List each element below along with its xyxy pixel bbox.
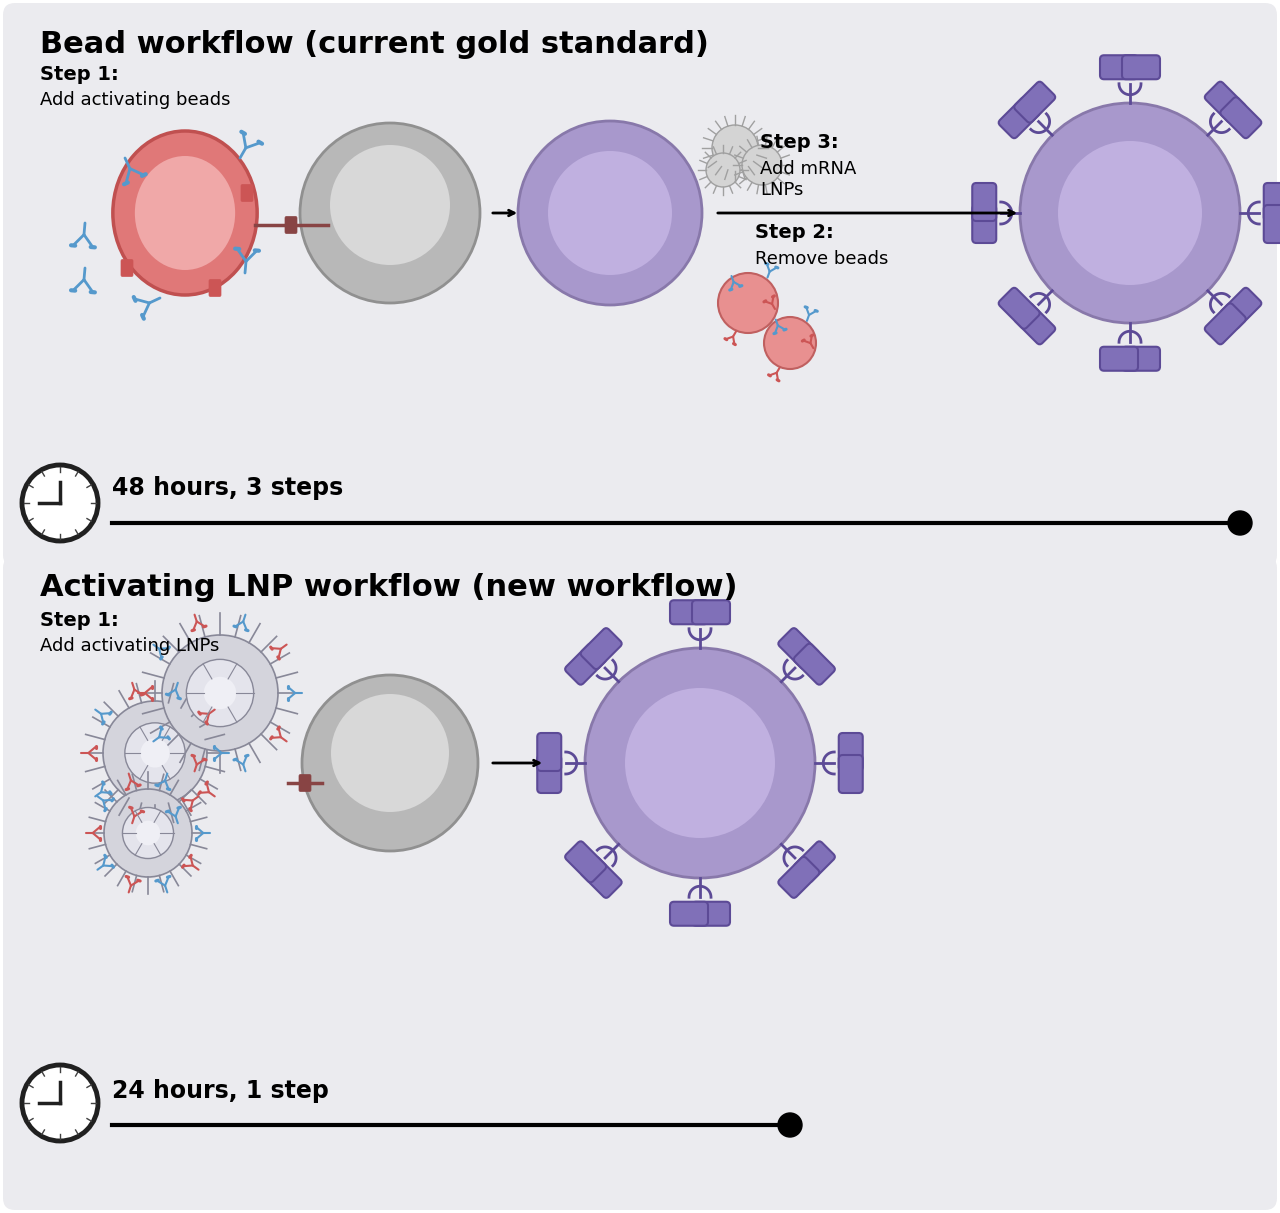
Text: Step 1:: Step 1: bbox=[40, 66, 119, 84]
Circle shape bbox=[204, 677, 237, 710]
Circle shape bbox=[718, 273, 778, 334]
FancyBboxPatch shape bbox=[1263, 205, 1280, 243]
Circle shape bbox=[764, 317, 817, 369]
Text: 48 hours, 3 steps: 48 hours, 3 steps bbox=[113, 475, 343, 500]
Text: Add activating LNPs: Add activating LNPs bbox=[40, 637, 219, 655]
Text: Remove beads: Remove beads bbox=[755, 250, 888, 268]
FancyBboxPatch shape bbox=[998, 97, 1039, 138]
FancyBboxPatch shape bbox=[973, 205, 996, 243]
FancyBboxPatch shape bbox=[1220, 287, 1261, 329]
FancyBboxPatch shape bbox=[538, 733, 561, 771]
Text: Bead workflow (current gold standard): Bead workflow (current gold standard) bbox=[40, 30, 709, 59]
Circle shape bbox=[332, 694, 449, 811]
Circle shape bbox=[518, 121, 701, 304]
FancyBboxPatch shape bbox=[1220, 97, 1261, 138]
FancyBboxPatch shape bbox=[778, 628, 819, 670]
Circle shape bbox=[187, 660, 253, 727]
Circle shape bbox=[104, 788, 192, 877]
FancyBboxPatch shape bbox=[1014, 303, 1055, 344]
Text: Step 1:: Step 1: bbox=[40, 611, 119, 630]
Text: Step 3:: Step 3: bbox=[760, 133, 838, 152]
Circle shape bbox=[300, 123, 480, 303]
Text: Add mRNA
LNPs: Add mRNA LNPs bbox=[760, 160, 856, 199]
FancyBboxPatch shape bbox=[669, 600, 708, 625]
FancyBboxPatch shape bbox=[3, 2, 1277, 566]
FancyBboxPatch shape bbox=[1204, 303, 1245, 344]
FancyBboxPatch shape bbox=[1204, 81, 1245, 123]
Circle shape bbox=[585, 648, 815, 878]
FancyBboxPatch shape bbox=[581, 856, 622, 898]
Text: Step 2:: Step 2: bbox=[755, 223, 833, 243]
FancyBboxPatch shape bbox=[241, 184, 253, 201]
Circle shape bbox=[163, 634, 278, 751]
FancyBboxPatch shape bbox=[998, 287, 1039, 329]
Circle shape bbox=[707, 153, 740, 187]
Circle shape bbox=[302, 674, 477, 852]
FancyBboxPatch shape bbox=[300, 774, 311, 792]
Circle shape bbox=[625, 688, 774, 838]
FancyBboxPatch shape bbox=[1123, 347, 1160, 371]
FancyBboxPatch shape bbox=[838, 754, 863, 793]
Circle shape bbox=[330, 146, 451, 264]
Ellipse shape bbox=[134, 156, 236, 270]
Circle shape bbox=[1228, 511, 1252, 535]
FancyBboxPatch shape bbox=[1100, 56, 1138, 79]
FancyBboxPatch shape bbox=[122, 260, 133, 277]
Circle shape bbox=[1059, 141, 1202, 285]
FancyBboxPatch shape bbox=[794, 842, 835, 882]
Text: Add activating beads: Add activating beads bbox=[40, 91, 230, 109]
FancyBboxPatch shape bbox=[1014, 81, 1055, 123]
Circle shape bbox=[123, 808, 174, 859]
Circle shape bbox=[136, 821, 160, 845]
FancyBboxPatch shape bbox=[1263, 183, 1280, 221]
FancyBboxPatch shape bbox=[778, 856, 819, 898]
Text: 24 hours, 1 step: 24 hours, 1 step bbox=[113, 1080, 329, 1103]
FancyBboxPatch shape bbox=[794, 644, 835, 684]
FancyBboxPatch shape bbox=[3, 556, 1277, 1211]
FancyBboxPatch shape bbox=[692, 901, 730, 926]
FancyBboxPatch shape bbox=[669, 901, 708, 926]
FancyBboxPatch shape bbox=[1123, 56, 1160, 79]
FancyBboxPatch shape bbox=[973, 183, 996, 221]
FancyBboxPatch shape bbox=[1100, 347, 1138, 371]
FancyBboxPatch shape bbox=[564, 842, 607, 882]
FancyBboxPatch shape bbox=[564, 644, 607, 684]
FancyBboxPatch shape bbox=[581, 628, 622, 670]
Circle shape bbox=[712, 125, 758, 171]
Circle shape bbox=[141, 739, 169, 768]
Circle shape bbox=[22, 465, 99, 541]
Circle shape bbox=[742, 146, 782, 186]
Circle shape bbox=[125, 723, 186, 784]
Circle shape bbox=[22, 1065, 99, 1141]
FancyBboxPatch shape bbox=[209, 279, 221, 296]
Circle shape bbox=[102, 701, 207, 805]
Text: Activating LNP workflow (new workflow): Activating LNP workflow (new workflow) bbox=[40, 573, 737, 602]
Ellipse shape bbox=[113, 131, 257, 295]
FancyBboxPatch shape bbox=[838, 733, 863, 771]
FancyBboxPatch shape bbox=[692, 600, 730, 625]
Circle shape bbox=[548, 150, 672, 275]
Circle shape bbox=[1020, 103, 1240, 323]
FancyBboxPatch shape bbox=[538, 754, 561, 793]
Circle shape bbox=[778, 1114, 803, 1137]
FancyBboxPatch shape bbox=[285, 216, 297, 233]
